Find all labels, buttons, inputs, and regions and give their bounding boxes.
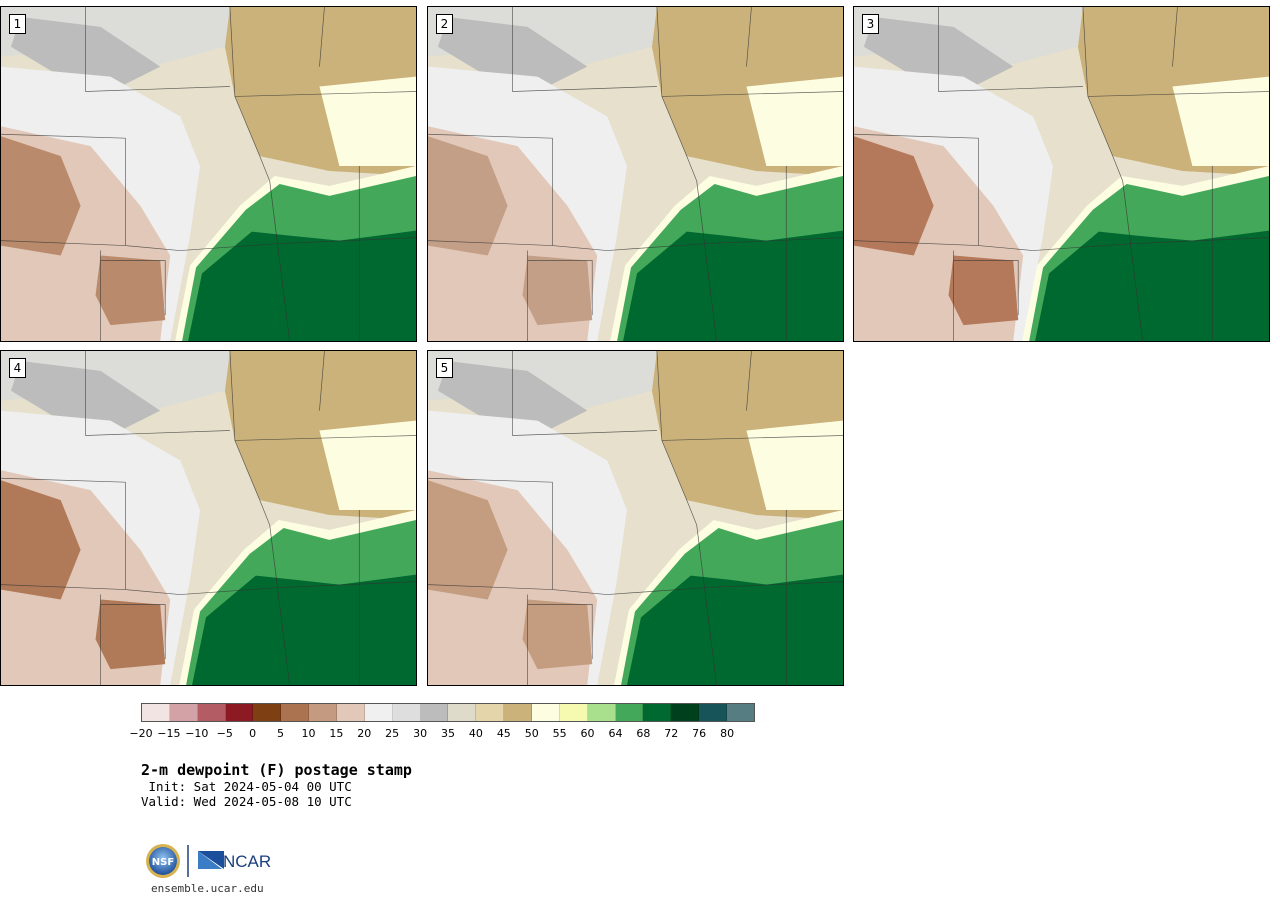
colorbar-swatch <box>587 704 616 721</box>
colorbar-swatch <box>420 704 449 721</box>
colorbar-tick-label: 60 <box>580 727 595 740</box>
colorbar-ticks: −20 −15 −10 −5 0 5 10 15 20 25 30 35 40 45 50 55 60 64 68 7… <box>129 727 755 743</box>
colorbar-swatch <box>364 704 393 721</box>
colorbar-tick-label: −5 <box>216 727 233 740</box>
colorbar-tick-label: 45 <box>496 727 511 740</box>
colorbar-swatch <box>337 704 365 721</box>
colorbar-swatch <box>727 704 754 721</box>
colorbar-swatch <box>615 704 644 721</box>
colorbar-tick-label: 40 <box>468 727 483 740</box>
panel-number: 2 <box>436 14 453 34</box>
map-panel: 2 <box>427 6 844 342</box>
colorbar <box>141 703 755 722</box>
source-url: ensemble.ucar.edu <box>151 882 264 895</box>
colorbar-swatch <box>225 704 254 721</box>
colorbar-tick-label: 5 <box>277 727 285 740</box>
colorbar-tick-label: 64 <box>608 727 623 740</box>
colorbar-swatch <box>476 704 505 721</box>
colorbar-swatch <box>253 704 282 721</box>
ncar-logo-icon: NCAR <box>198 851 271 871</box>
map-panel: 3 <box>853 6 1270 342</box>
colorbar-tick-label: 0 <box>249 727 257 740</box>
plot-title: 2-m dewpoint (F) postage stamp <box>141 761 412 779</box>
colorbar-tick-label: −20 <box>129 727 153 740</box>
svg-text:NSF: NSF <box>152 857 174 868</box>
colorbar-tick-label: 20 <box>357 727 372 740</box>
map-panel: 4 <box>0 350 417 686</box>
colorbar-tick-label: 15 <box>329 727 344 740</box>
colorbar-swatch <box>699 704 728 721</box>
dewpoint-map <box>428 351 843 685</box>
colorbar-swatch <box>142 704 170 721</box>
colorbar-swatch <box>392 704 421 721</box>
colorbar-tick-label: 72 <box>664 727 679 740</box>
colorbar-swatch <box>169 704 198 721</box>
colorbar-tick-label: 30 <box>413 727 428 740</box>
panel-number: 1 <box>9 14 26 34</box>
colorbar-swatch <box>671 704 700 721</box>
svg-text:NCAR: NCAR <box>223 852 271 871</box>
dewpoint-map <box>1 7 416 341</box>
colorbar-swatch <box>559 704 588 721</box>
init-time: Init: Sat 2024-05-04 00 UTC <box>141 779 352 794</box>
colorbar-tick-label: 55 <box>552 727 567 740</box>
colorbar-tick-label: 25 <box>385 727 400 740</box>
map-panel: 1 <box>0 6 417 342</box>
colorbar-swatch <box>504 704 533 721</box>
colorbar-tick-label: 35 <box>441 727 455 740</box>
nsf-ncar-logo: NSF NCAR <box>144 843 274 879</box>
dewpoint-map <box>854 7 1269 341</box>
colorbar-tick-label: 50 <box>524 727 539 740</box>
colorbar-tick-label: 76 <box>692 727 707 740</box>
colorbar-tick-label: −15 <box>157 727 181 740</box>
panel-number: 4 <box>9 358 26 378</box>
colorbar-swatch <box>643 704 672 721</box>
colorbar-swatch <box>197 704 226 721</box>
colorbar-swatch <box>448 704 477 721</box>
colorbar-tick-label: −10 <box>185 727 209 740</box>
map-panel: 5 <box>427 350 844 686</box>
colorbar-tick-label: 80 <box>720 727 735 740</box>
panel-number: 3 <box>862 14 879 34</box>
dewpoint-map <box>1 351 416 685</box>
valid-time: Valid: Wed 2024-05-08 10 UTC <box>141 794 352 809</box>
colorbar-swatch <box>532 704 560 721</box>
colorbar-swatch <box>281 704 310 721</box>
colorbar-tick-label: 68 <box>636 727 651 740</box>
panel-number: 5 <box>436 358 453 378</box>
dewpoint-map <box>428 7 843 341</box>
colorbar-swatch <box>309 704 338 721</box>
nsf-seal-icon: NSF <box>146 844 180 878</box>
colorbar-tick-label: 10 <box>301 727 316 740</box>
